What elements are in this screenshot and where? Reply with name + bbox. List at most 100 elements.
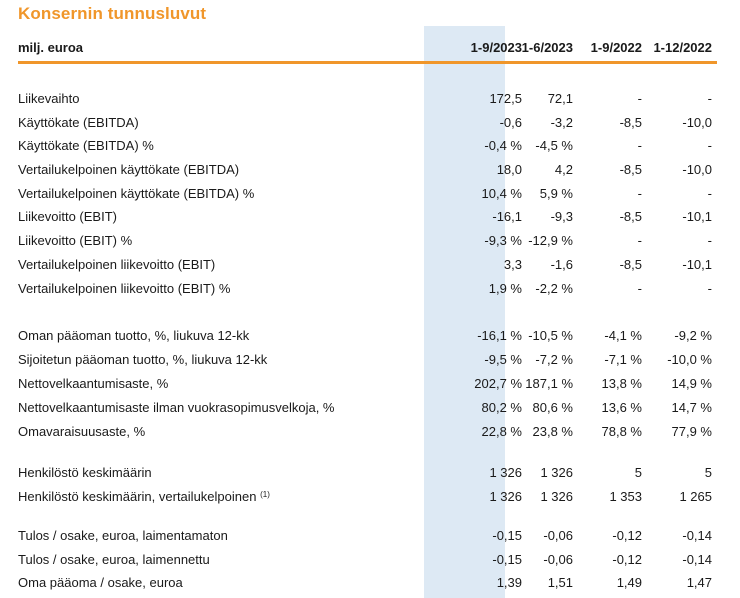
row-value: -4,5 %: [535, 138, 573, 153]
header-column-2: 1-6/2023: [521, 40, 573, 55]
table-row: Tulos / osake, euroa, laimentamaton -0,1…: [18, 525, 718, 547]
row-value: -0,14: [682, 528, 712, 543]
row-value: -2,2 %: [535, 281, 573, 296]
row-label: Henkilöstö keskimäärin: [18, 465, 152, 480]
row-value: 4,2: [554, 162, 573, 177]
row-value: 1,47: [686, 575, 712, 590]
row-value: 72,1: [547, 91, 573, 106]
row-value: -12,9 %: [528, 233, 573, 248]
row-value: 10,4 %: [481, 186, 522, 201]
row-value: -0,12: [612, 528, 642, 543]
row-value: -10,0: [682, 162, 712, 177]
row-label: Liikevoitto (EBIT): [18, 209, 117, 224]
table-row: Oma pääoma / osake, euroa 1,39 1,51 1,49…: [18, 572, 718, 594]
row-label: Oman pääoman tuotto, %, liukuva 12-kk: [18, 328, 250, 343]
row-value: -8,5: [619, 209, 642, 224]
row-value: 187,1 %: [525, 376, 573, 391]
row-value: -10,0: [682, 115, 712, 130]
row-label: Vertailukelpoinen liikevoitto (EBIT): [18, 257, 216, 272]
row-value: 1 353: [609, 489, 642, 504]
row-value: 78,8 %: [601, 424, 642, 439]
row-value: -0,15: [492, 552, 522, 567]
row-value: -: [707, 186, 712, 201]
row-value: -0,4 %: [484, 138, 522, 153]
row-value: 1 265: [679, 489, 712, 504]
header-column-4: 1-12/2022: [653, 40, 712, 55]
row-label: Tulos / osake, euroa, laimentamaton: [18, 528, 228, 543]
page-title: Konsernin tunnusluvut: [18, 4, 207, 23]
row-value: 3,3: [503, 257, 522, 272]
row-value: -4,1 %: [604, 328, 642, 343]
header-unit-label: milj. euroa: [18, 40, 84, 55]
table-row: Henkilöstö keskimäärin, vertailukelpoine…: [18, 486, 718, 508]
row-value: -8,5: [619, 162, 642, 177]
row-value: -0,12: [612, 552, 642, 567]
row-value: 1 326: [489, 465, 522, 480]
row-value: 14,9 %: [671, 376, 712, 391]
row-value: 13,8 %: [601, 376, 642, 391]
row-value: -10,1: [682, 209, 712, 224]
row-label: Sijoitetun pääoman tuotto, %, liukuva 12…: [18, 352, 268, 367]
row-value: 1,51: [547, 575, 573, 590]
table-row: Käyttökate (EBITDA) -0,6 -3,2 -8,5 -10,0: [18, 112, 718, 134]
row-label: Nettovelkaantumisaste, %: [18, 376, 169, 391]
row-value: 1 326: [489, 489, 522, 504]
header-divider: [18, 61, 717, 64]
row-label: Omavaraisuusaste, %: [18, 424, 146, 439]
row-value: -3,2: [550, 115, 573, 130]
table-row: Nettovelkaantumisaste, % 202,7 % 187,1 %…: [18, 373, 718, 395]
row-value: -8,5: [619, 115, 642, 130]
table-row: Vertailukelpoinen käyttökate (EBITDA) % …: [18, 183, 718, 205]
row-value: -: [637, 233, 642, 248]
row-value: -0,06: [543, 528, 573, 543]
row-value: -0,14: [682, 552, 712, 567]
header-column-1: 1-9/2023: [470, 40, 522, 55]
row-value: 172,5: [489, 91, 522, 106]
row-value: -: [707, 233, 712, 248]
table-row: Vertailukelpoinen käyttökate (EBITDA) 18…: [18, 159, 718, 181]
row-label: Vertailukelpoinen liikevoitto (EBIT) %: [18, 281, 231, 296]
row-value: -1,6: [550, 257, 573, 272]
row-value: -0,6: [499, 115, 522, 130]
row-value: -7,1 %: [604, 352, 642, 367]
row-label: Vertailukelpoinen käyttökate (EBITDA) %: [18, 186, 255, 201]
row-value: 13,6 %: [601, 400, 642, 415]
row-value: -10,5 %: [528, 328, 573, 343]
row-value: 5: [634, 465, 642, 480]
row-value: -9,3 %: [484, 233, 522, 248]
table-row: Liikevoitto (EBIT) -16,1 -9,3 -8,5 -10,1: [18, 206, 718, 228]
table-row: Oman pääoman tuotto, %, liukuva 12-kk -1…: [18, 325, 718, 347]
footnote-marker: (1): [260, 490, 270, 499]
row-value: -16,1 %: [477, 328, 522, 343]
row-value: 80,2 %: [481, 400, 522, 415]
row-value: 5,9 %: [539, 186, 573, 201]
row-value: -10,0 %: [667, 352, 712, 367]
table-header: milj. euroa 1-9/2023 1-6/2023 1-9/2022 1…: [18, 38, 718, 60]
row-value: 1 326: [540, 489, 573, 504]
table-row: Liikevoitto (EBIT) % -9,3 % -12,9 % - -: [18, 230, 718, 252]
table-row: Sijoitetun pääoman tuotto, %, liukuva 12…: [18, 349, 718, 371]
row-value: 80,6 %: [532, 400, 573, 415]
table-row: Liikevaihto 172,5 72,1 - -: [18, 88, 718, 110]
row-value: -0,06: [543, 552, 573, 567]
row-value: 1,39: [496, 575, 522, 590]
row-value: -9,2 %: [674, 328, 712, 343]
row-label-with-footnote: Henkilöstö keskimäärin, vertailukelpoine…: [18, 486, 270, 508]
row-value: -: [707, 281, 712, 296]
row-value: -: [707, 138, 712, 153]
row-value: -16,1: [492, 209, 522, 224]
row-label: Käyttökate (EBITDA) %: [18, 138, 154, 153]
row-value: -9,3: [550, 209, 573, 224]
row-value: 1,49: [616, 575, 642, 590]
table-row: Vertailukelpoinen liikevoitto (EBIT) % 1…: [18, 278, 718, 300]
row-value: -: [637, 91, 642, 106]
table-row: Nettovelkaantumisaste ilman vuokrasopimu…: [18, 397, 718, 419]
row-value: -9,5 %: [484, 352, 522, 367]
table-row: Henkilöstö keskimäärin 1 326 1 326 5 5: [18, 462, 718, 484]
row-value: 14,7 %: [671, 400, 712, 415]
row-value: -10,1: [682, 257, 712, 272]
table-row: Omavaraisuusaste, % 22,8 % 23,8 % 78,8 %…: [18, 421, 718, 443]
row-value: 18,0: [496, 162, 522, 177]
row-value: -0,15: [492, 528, 522, 543]
row-value: -: [637, 186, 642, 201]
